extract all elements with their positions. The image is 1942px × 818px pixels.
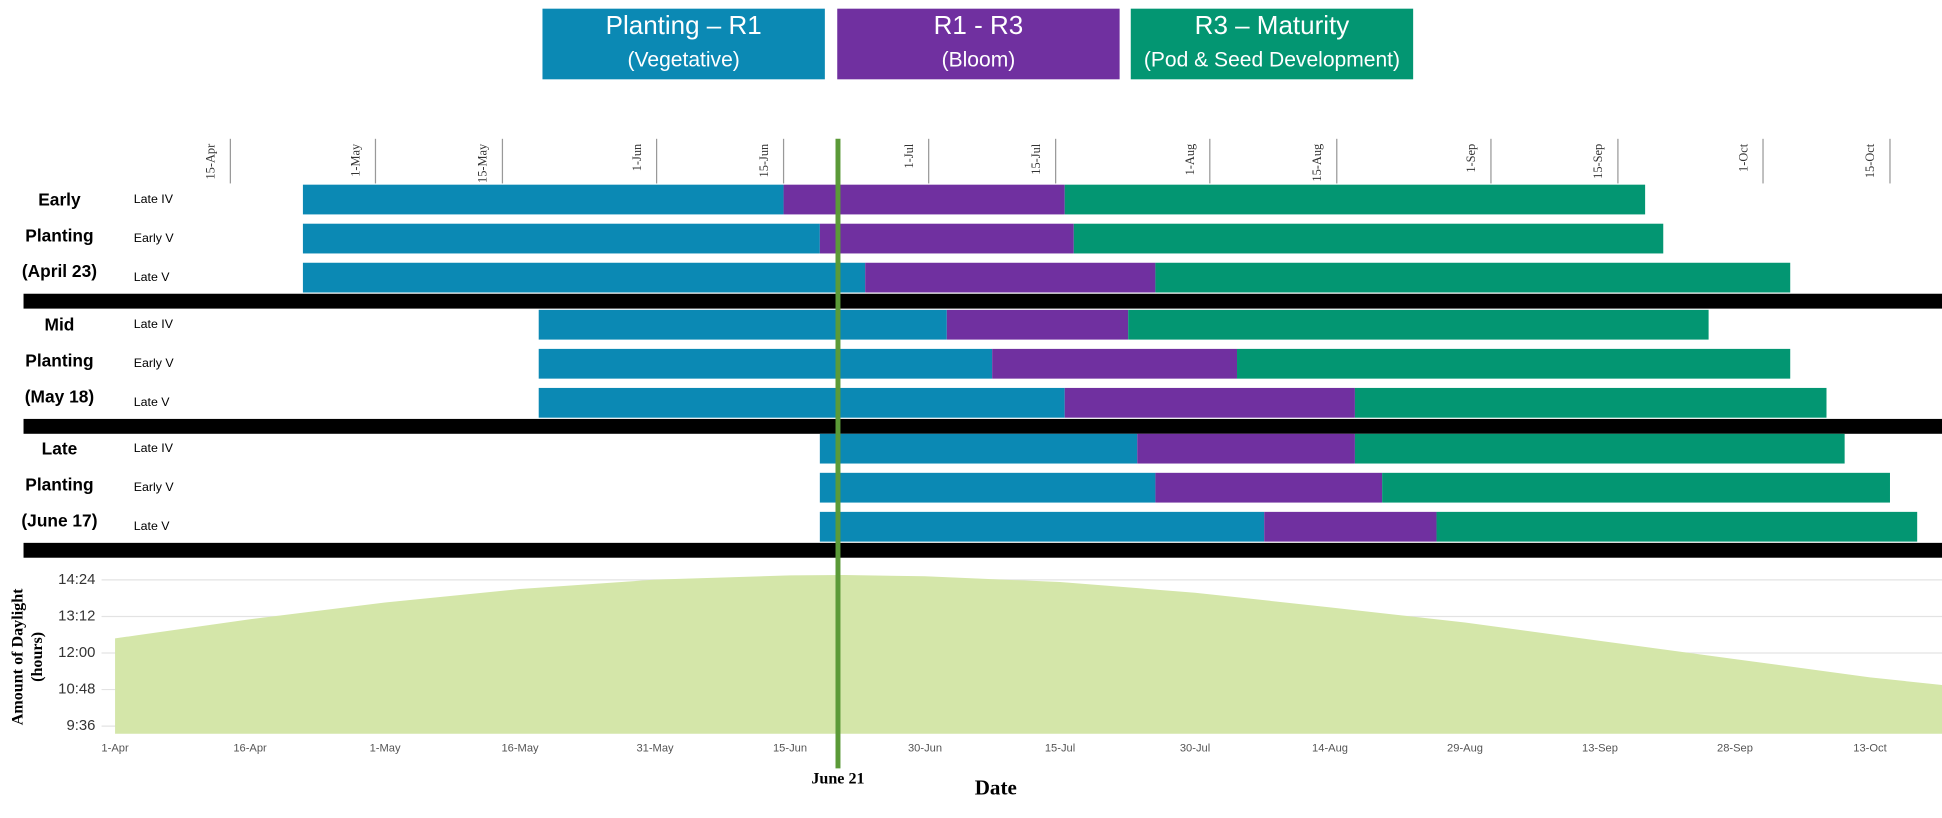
group-label: (April 23) (22, 261, 97, 281)
row-label: Late V (134, 519, 171, 533)
bar-segment (538, 309, 947, 340)
bar-segment (1382, 472, 1890, 503)
bar-segment (302, 262, 866, 293)
x-tick-label: 1-May (370, 743, 401, 755)
legend-label: R3 – Maturity (1195, 10, 1350, 40)
bar-segment (1354, 387, 1827, 418)
group-label: Planting (25, 225, 93, 245)
x-tick-label: 1-Jun (630, 144, 644, 172)
group-separator (23, 542, 1942, 558)
row-label: Early V (134, 480, 175, 494)
annotation-label: June 21 (811, 770, 864, 787)
y-tick-label: 13:12 (58, 608, 95, 624)
bar-segment (1137, 433, 1355, 464)
group-separator (23, 293, 1942, 309)
bar-segment (1436, 511, 1918, 542)
y-axis-label: Amount of Daylight (9, 588, 26, 725)
x-tick-label: 30-Jun (908, 743, 942, 755)
bar-segment (1064, 184, 1646, 215)
separators (23, 293, 1942, 558)
x-tick-label: 1-Apr (101, 743, 129, 755)
x-tick-label: 1-Jul (902, 143, 916, 168)
x-tick-label: 28-Sep (1717, 743, 1753, 755)
row-label: Early V (134, 231, 175, 245)
group-label: (May 18) (25, 386, 94, 406)
bar-segment (1064, 387, 1355, 418)
x-tick-label: 13-Sep (1582, 743, 1618, 755)
x-tick-label: 31-May (636, 743, 674, 755)
group-label: (June 17) (21, 510, 97, 530)
bar-segment (992, 348, 1238, 379)
x-tick-label: 15-Sep (1591, 144, 1605, 179)
legend-label: R1 - R3 (934, 10, 1024, 40)
group-label: Planting (25, 350, 93, 370)
y-tick-label: 14:24 (58, 572, 95, 588)
y-tick-label: 12:00 (58, 645, 95, 661)
x-tick-label: 30-Jul (1180, 743, 1210, 755)
bar-segment (946, 309, 1129, 340)
legend-box (542, 8, 825, 80)
bar-segment (302, 184, 784, 215)
x-tick-label: 15-Aug (1310, 144, 1324, 182)
x-axis-label: Date (975, 775, 1017, 799)
group-label: Early (38, 189, 81, 209)
bar-segment (1155, 262, 1791, 293)
bar-segment (302, 223, 820, 254)
row-label: Early V (134, 356, 175, 370)
x-tick-label: 13-Oct (1853, 743, 1887, 755)
x-tick-label: 15-Jun (773, 743, 807, 755)
x-tick-label: 29-Aug (1447, 743, 1483, 755)
group-label: Mid (45, 315, 75, 335)
bar-segment (819, 472, 1156, 503)
x-tick-label: 14-Aug (1312, 743, 1348, 755)
bar-segment (1237, 348, 1791, 379)
x-tick-label: 15-Jul (1029, 143, 1043, 175)
legend-box (1130, 8, 1414, 80)
row-label: Late IV (134, 317, 174, 331)
x-tick-label: 16-Apr (233, 743, 267, 755)
group-label: Late (42, 438, 78, 458)
row-label: Late IV (134, 192, 174, 206)
bar-segment (1264, 511, 1437, 542)
group-label: Planting (25, 474, 93, 494)
x-tick-label: 1-Oct (1736, 143, 1750, 172)
row-label: Late V (134, 270, 171, 284)
bar-segment (1128, 309, 1709, 340)
x-tick-label: 15-Oct (1863, 143, 1877, 178)
group-separator (23, 418, 1942, 434)
x-tick-label: 15-Jul (1045, 743, 1075, 755)
x-tick-label: 15-Jun (757, 144, 771, 178)
bar-segment (1155, 472, 1383, 503)
row-label: Late V (134, 395, 171, 409)
x-tick-label: 1-Sep (1464, 144, 1478, 173)
y-tick-label: 9:36 (66, 718, 95, 734)
daylight-area (115, 575, 1942, 734)
legend-description: (Vegetative) (628, 48, 740, 71)
legend-label: Planting – R1 (606, 10, 762, 40)
bar-segment (783, 184, 1065, 215)
x-tick-label: 1-May (349, 143, 363, 177)
row-label: Late IV (134, 441, 174, 455)
legend-description: (Pod & Seed Development) (1144, 48, 1400, 71)
y-tick-label: 10:48 (58, 681, 95, 697)
x-tick-label: 15-May (476, 143, 490, 183)
bar-segment (865, 262, 1156, 293)
bar-segment (1073, 223, 1664, 254)
bar-segment (819, 223, 1074, 254)
bar-segment (819, 433, 1138, 464)
x-tick-label: 15-Apr (204, 143, 218, 180)
y-axis-label: (hours) (29, 632, 46, 682)
legend-box (837, 8, 1120, 80)
x-tick-label: 1-Aug (1183, 144, 1197, 176)
x-tick-label: 16-May (501, 743, 539, 755)
bar-segment (538, 348, 993, 379)
bar-segment (819, 511, 1265, 542)
legend-description: (Bloom) (942, 48, 1016, 71)
bar-segment (1354, 433, 1845, 464)
bar-segment (538, 387, 1065, 418)
